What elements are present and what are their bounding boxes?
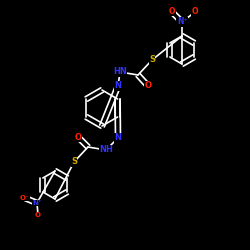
Text: S: S — [71, 158, 77, 166]
Text: ⁻: ⁻ — [168, 4, 171, 9]
Text: N⁺: N⁺ — [177, 18, 187, 26]
Text: O: O — [192, 8, 198, 16]
Text: O: O — [74, 132, 82, 141]
Text: N: N — [114, 82, 121, 90]
Text: O: O — [144, 82, 152, 90]
Text: NH: NH — [99, 146, 113, 154]
Text: O⁻: O⁻ — [20, 195, 30, 201]
Text: N⁺: N⁺ — [32, 200, 42, 206]
Text: O: O — [169, 6, 175, 16]
Text: HN: HN — [113, 68, 127, 76]
Text: S: S — [149, 56, 155, 64]
Text: N: N — [114, 134, 121, 142]
Text: O: O — [35, 212, 41, 218]
